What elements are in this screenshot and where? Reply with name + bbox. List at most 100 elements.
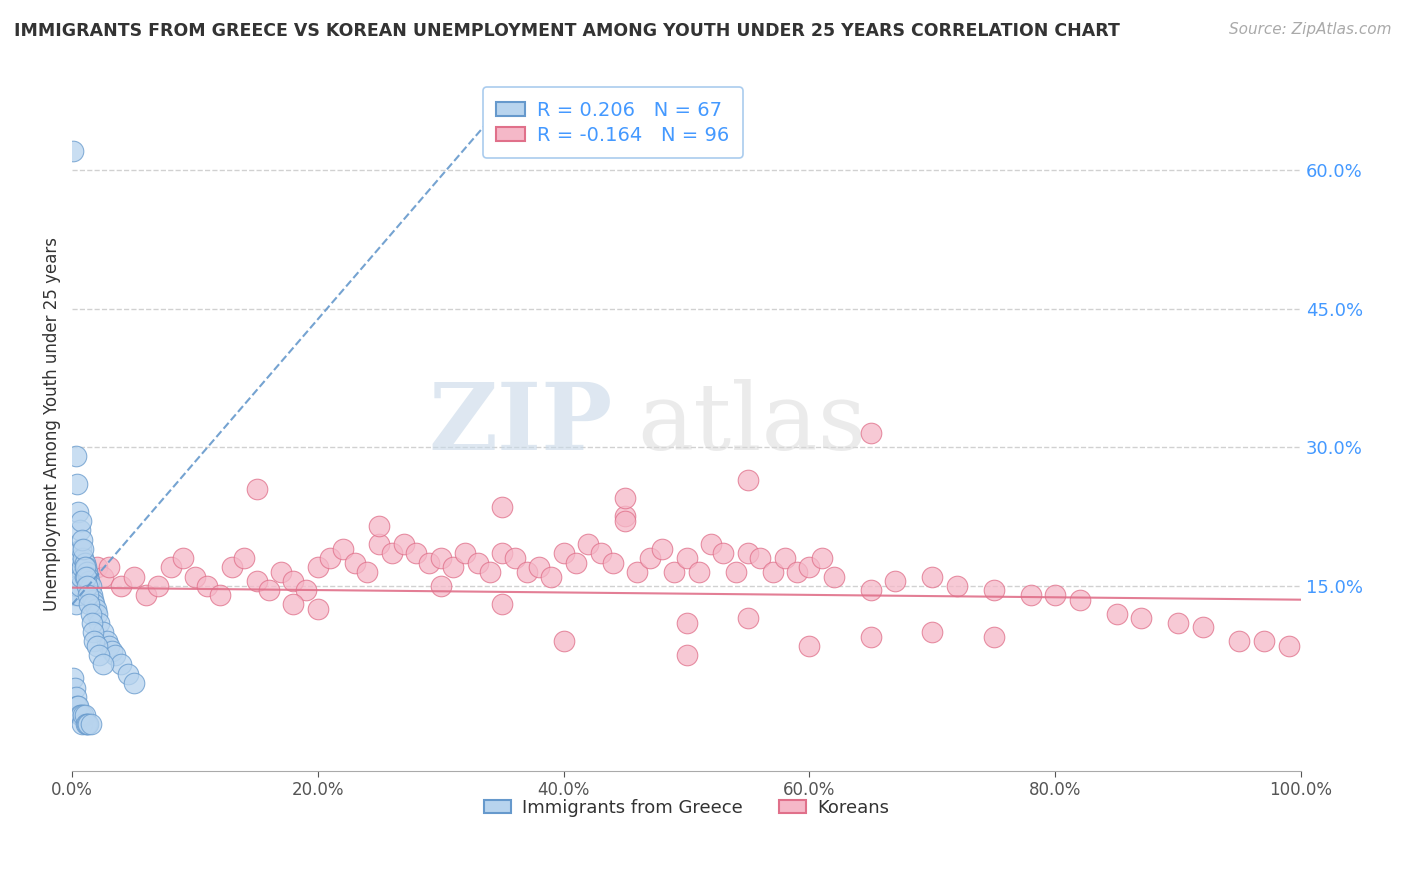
Point (98, 639, 121, 653)
Point (884, 574, 907, 589)
Point (799, 560, 821, 574)
Point (688, 565, 710, 579)
Point (675, 551, 697, 566)
Point (516, 565, 538, 579)
Point (70, 560, 93, 574)
Point (79, 607, 101, 621)
Point (73, 569, 96, 583)
Point (921, 625, 943, 640)
Point (343, 556, 366, 570)
Point (1130, 611, 1153, 625)
Point (79, 717, 101, 731)
Point (675, 615, 697, 630)
Point (294, 583, 316, 598)
Point (63, 681, 86, 695)
Point (491, 597, 513, 611)
Point (664, 565, 686, 579)
Point (86, 607, 108, 621)
Point (195, 579, 218, 593)
Point (332, 541, 354, 556)
Point (65, 450, 87, 464)
Point (724, 565, 747, 579)
Point (63, 588, 86, 602)
Point (381, 546, 404, 560)
Point (69, 514, 91, 528)
Point (859, 630, 882, 644)
Point (73, 708, 96, 723)
Point (368, 537, 391, 551)
Point (602, 556, 624, 570)
Point (786, 565, 808, 579)
Point (651, 541, 673, 556)
Point (86, 639, 108, 653)
Point (441, 560, 464, 574)
Point (67, 560, 90, 574)
Point (89, 615, 111, 630)
Point (65, 569, 87, 583)
Point (700, 537, 723, 551)
Point (773, 551, 796, 566)
Point (67, 698, 90, 713)
Point (553, 546, 575, 560)
Point (626, 565, 648, 579)
Point (565, 556, 588, 570)
Point (122, 569, 145, 583)
Text: Source: ZipAtlas.com: Source: ZipAtlas.com (1229, 22, 1392, 37)
Point (75, 717, 97, 731)
Point (77, 717, 100, 731)
Point (75, 569, 97, 583)
Point (307, 560, 329, 574)
Point (65, 690, 87, 704)
Point (98, 560, 121, 574)
Point (454, 546, 477, 560)
Point (67, 588, 90, 602)
Point (761, 565, 783, 579)
Point (614, 509, 637, 524)
Point (319, 551, 342, 566)
Point (283, 574, 305, 589)
Point (491, 500, 513, 515)
Point (983, 583, 1005, 598)
Point (859, 583, 882, 598)
Text: IMMIGRANTS FROM GREECE VS KOREAN UNEMPLOYMENT AMONG YOUTH UNDER 25 YEARS CORRELA: IMMIGRANTS FROM GREECE VS KOREAN UNEMPLO… (14, 22, 1121, 40)
Point (148, 579, 170, 593)
Point (135, 588, 157, 602)
Point (84, 602, 107, 616)
Point (77, 588, 100, 602)
Point (356, 565, 378, 579)
Point (527, 560, 550, 574)
Point (69, 524, 91, 538)
Point (69, 541, 91, 556)
Point (79, 574, 101, 589)
Point (79, 597, 101, 611)
Point (270, 565, 292, 579)
Point (122, 676, 145, 690)
Point (491, 546, 513, 560)
Point (62, 145, 84, 159)
Point (675, 648, 697, 662)
Point (75, 560, 97, 574)
Point (66, 579, 89, 593)
Point (589, 546, 612, 560)
Point (65, 597, 87, 611)
Point (69, 579, 91, 593)
Point (430, 579, 453, 593)
Point (72, 541, 94, 556)
Point (80, 615, 103, 630)
Point (257, 583, 280, 598)
Point (159, 560, 181, 574)
Point (467, 556, 489, 570)
Point (117, 666, 139, 681)
Point (91, 625, 114, 640)
Point (983, 630, 1005, 644)
Point (614, 514, 637, 528)
Point (72, 551, 94, 566)
Point (70, 533, 93, 547)
Point (1191, 620, 1213, 634)
Point (245, 574, 267, 589)
Point (76, 565, 98, 579)
Point (392, 537, 415, 551)
Point (110, 657, 132, 672)
Point (245, 482, 267, 496)
Point (73, 560, 96, 574)
